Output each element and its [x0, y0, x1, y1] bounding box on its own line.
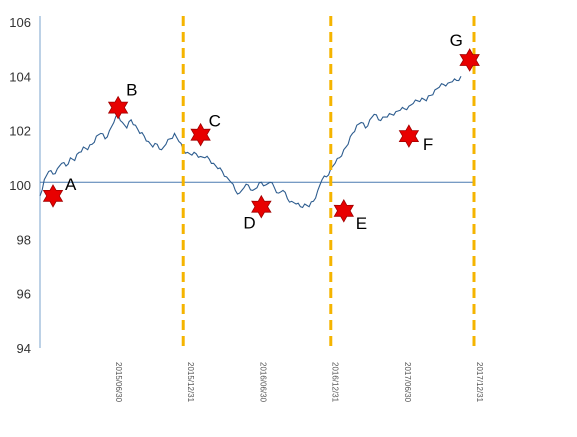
x-tick-labels: 2015/06/30 2015/12/31 2016/06/30 2016/12/31… [114, 362, 484, 403]
star-marker-a [42, 184, 64, 208]
y-tick-label: 96 [17, 287, 31, 302]
series-line [39, 76, 462, 209]
x-tick-label: 2017/06/30 [403, 362, 412, 403]
x-tick-label: 2015/06/30 [114, 362, 123, 403]
y-tick-labels: 94 96 98 100 102 104 106 [9, 15, 31, 356]
x-tick-label: 2016/12/31 [331, 362, 340, 403]
marker-label-d: D [243, 214, 255, 233]
marker-label-f: F [423, 135, 433, 154]
x-tick-label: 2015/12/31 [186, 362, 195, 403]
y-tick-label: 102 [9, 124, 31, 139]
star-markers: A B C D E F G [42, 31, 480, 233]
marker-label-b: B [126, 81, 137, 100]
star-marker-b [107, 95, 129, 120]
x-tick-label: 2016/06/30 [258, 362, 267, 403]
period-divider-lines [181, 16, 476, 350]
y-tick-label: 106 [9, 15, 31, 30]
x-tick-label: 2017/12/31 [475, 362, 484, 403]
y-tick-label: 98 [17, 232, 31, 247]
star-marker-e [333, 198, 355, 223]
y-tick-label: 94 [17, 341, 31, 356]
marker-label-a: A [65, 175, 77, 194]
star-marker-f [398, 124, 420, 148]
y-tick-label: 104 [9, 69, 31, 84]
marker-label-e: E [356, 214, 367, 233]
star-marker-d [251, 194, 272, 219]
star-marker-c [190, 122, 211, 147]
y-tick-label: 100 [9, 178, 31, 193]
star-marker-g [459, 48, 480, 72]
marker-label-g: G [450, 31, 463, 50]
marker-label-c: C [209, 112, 221, 131]
